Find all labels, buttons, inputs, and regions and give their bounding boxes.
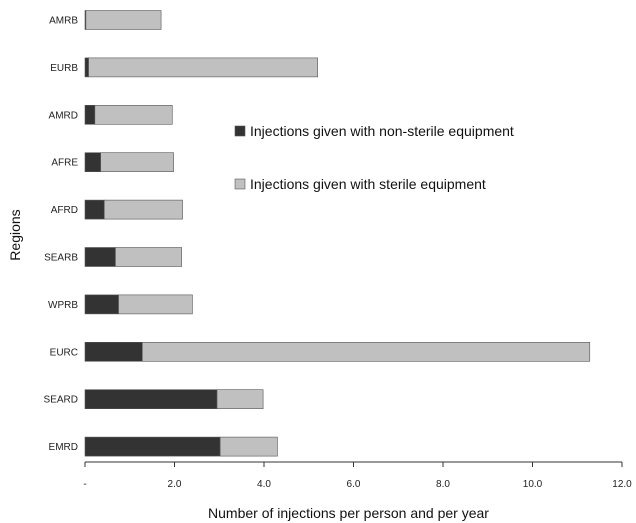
bar-seard-series-0 [84,389,218,410]
bar-amrb-series-1 [85,10,162,30]
category-label-amrb: AMRB [49,16,78,27]
category-label-seard: SEARD [44,395,78,406]
bar-amrd-series-0 [84,105,96,125]
bar-eurc-series-1 [141,341,591,362]
legend-swatch-0 [234,125,246,137]
bar-seard-series-1 [216,389,264,410]
bar-eurb-series-1 [88,57,318,78]
legend-swatch-1 [234,178,246,190]
bar-afre-series-0 [84,152,101,172]
x-tick-label-2: 4.0 [257,479,271,490]
bar-afre-series-1 [100,152,174,172]
bar-searb-series-1 [115,247,182,267]
x-tick-label-0: - [83,479,86,490]
category-label-afre: AFRE [51,158,78,169]
bar-searb-series-0 [84,247,116,267]
bar-eurc-series-0 [84,341,143,362]
legend-label-0: Injections given with non-sterile equipm… [250,123,514,139]
x-axis-title: Number of injections per person and per … [208,505,489,521]
category-label-eurc: EURC [50,347,78,358]
bar-emrd-series-1 [219,436,278,457]
axes-layer: AMRB EURB AMRD AFRE AFRD SEARB WPRB EURC SEARD EM… [7,16,632,522]
bar-amrd-series-1 [94,105,173,125]
y-axis-title: Regions [7,209,23,260]
category-label-amrd: AMRD [49,110,78,121]
category-label-eurb: EURB [50,63,78,74]
x-tick-label-6: 12.0 [612,479,632,490]
category-label-wprb: WPRB [48,300,78,311]
x-tick-label-5: 10.0 [523,479,543,490]
category-label-searb: SEARB [44,253,78,264]
bar-afrd-series-1 [103,199,183,220]
category-label-emrd: EMRD [49,442,78,453]
bar-afrd-series-0 [84,199,105,220]
x-tick-label-1: 2.0 [168,479,182,490]
category-label-afrd: AFRD [51,205,78,216]
legend-label-1: Injections given with sterile equipment [250,176,486,192]
bar-emrd-series-0 [84,436,221,457]
bar-wprb-series-0 [84,294,119,315]
legend: Injections given with non-sterile equipm… [234,123,514,192]
bar-wprb-series-1 [118,294,193,315]
x-tick-label-4: 8.0 [436,479,450,490]
bars-layer [84,10,591,457]
x-tick-label-3: 6.0 [347,479,361,490]
bar-eurb-series-0 [84,57,89,78]
